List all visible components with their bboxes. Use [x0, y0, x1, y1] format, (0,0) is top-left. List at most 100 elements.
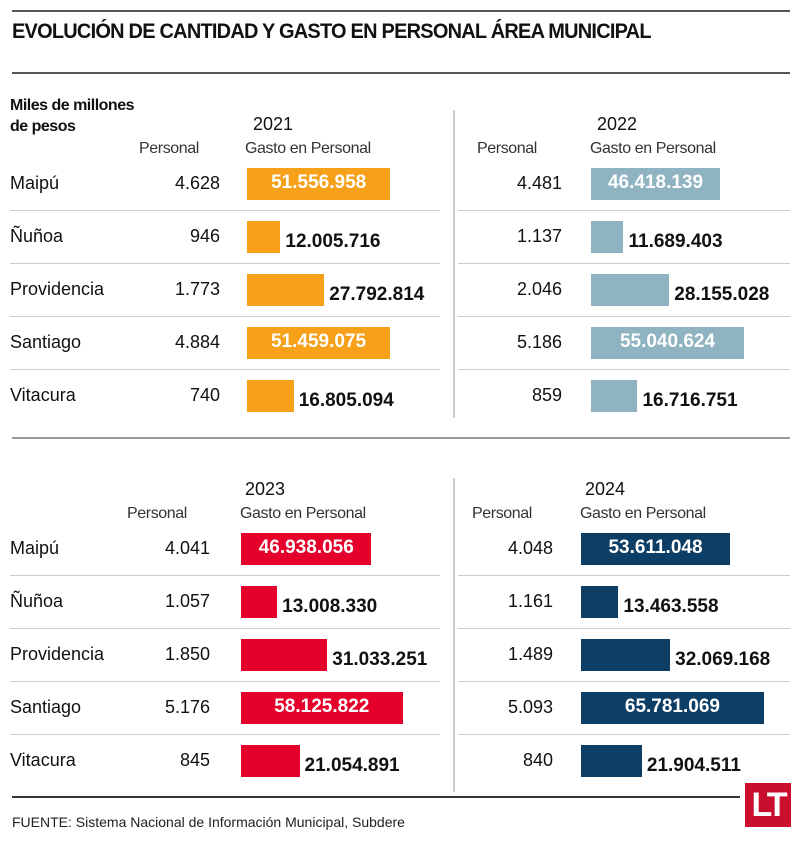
gasto-bar — [241, 586, 278, 618]
chart-title: EVOLUCIÓN DE CANTIDAD Y GASTO EN PERSONA… — [12, 20, 652, 43]
row-separator — [10, 681, 440, 682]
column-header-personal: Personal — [127, 505, 187, 522]
municipality-label: Vitacura — [10, 750, 76, 770]
row-separator — [458, 734, 790, 735]
gasto-value-label: 31.033.251 — [332, 649, 428, 670]
column-header-personal: Personal — [477, 140, 537, 157]
gasto-bar — [591, 168, 721, 200]
gasto-bar — [247, 221, 281, 253]
gasto-value-label: 46.938.056 — [258, 537, 354, 558]
column-header-gasto: Gasto en Personal — [590, 140, 716, 157]
year-label: 2024 — [585, 479, 626, 499]
gasto-bar — [591, 274, 670, 306]
vertical-divider — [453, 110, 455, 418]
row-separator — [458, 316, 790, 317]
column-header-personal: Personal — [472, 505, 532, 522]
gasto-value-label: 55.040.624 — [619, 331, 716, 352]
personal-value: 859 — [531, 385, 562, 405]
gasto-bar — [591, 221, 624, 253]
gasto-value-label: 16.805.094 — [298, 390, 394, 411]
gasto-value-label: 32.069.168 — [675, 649, 771, 670]
row-separator — [458, 575, 790, 576]
personal-value: 4.481 — [516, 173, 562, 193]
personal-value: 2.046 — [516, 279, 562, 299]
municipality-label: Providencia — [10, 644, 105, 664]
gasto-value-label: 51.556.958 — [271, 172, 367, 193]
personal-value: 4.628 — [174, 173, 220, 193]
personal-value: 5.186 — [516, 332, 562, 352]
gasto-bar — [581, 692, 764, 724]
row-separator — [458, 369, 790, 370]
panel-divider — [12, 437, 790, 439]
gasto-value-label: 12.005.716 — [285, 231, 381, 252]
top-rule — [12, 10, 790, 12]
municipality-label: Ñuñoa — [10, 226, 64, 246]
gasto-bar — [591, 327, 744, 359]
gasto-bar — [591, 380, 638, 412]
unit-label: Miles de millones de pesos — [10, 97, 134, 135]
gasto-bar — [247, 327, 391, 359]
personal-value: 946 — [189, 226, 220, 246]
personal-value: 4.884 — [174, 332, 220, 352]
gasto-value-label: 28.155.028 — [674, 284, 770, 305]
gasto-value-label: 46.418.139 — [607, 172, 704, 193]
municipality-label: Providencia — [10, 279, 105, 299]
column-header-gasto: Gasto en Personal — [245, 140, 371, 157]
row-separator — [458, 681, 790, 682]
gasto-bar — [247, 274, 325, 306]
gasto-bar — [581, 639, 671, 671]
personal-value: 1.161 — [507, 591, 553, 611]
personal-value: 1.489 — [507, 644, 553, 664]
gasto-bar — [581, 586, 619, 618]
personal-value: 4.048 — [507, 538, 553, 558]
gasto-value-label: 27.792.814 — [329, 284, 425, 305]
personal-value: 5.176 — [164, 697, 210, 717]
row-separator — [10, 628, 440, 629]
gasto-bar — [247, 380, 294, 412]
personal-value: 4.041 — [164, 538, 210, 558]
gasto-value-label: 21.904.511 — [646, 755, 741, 776]
personal-value: 845 — [179, 750, 210, 770]
year-label: 2023 — [245, 479, 286, 499]
row-separator — [10, 575, 440, 576]
year-label: 2022 — [597, 114, 638, 134]
gasto-bar — [581, 745, 642, 777]
vertical-divider — [453, 478, 455, 792]
gasto-bar — [247, 168, 391, 200]
row-separator — [10, 734, 440, 735]
gasto-bar — [581, 533, 731, 565]
row-separator — [10, 210, 440, 211]
municipality-label: Ñuñoa — [10, 591, 64, 611]
column-header-gasto: Gasto en Personal — [240, 505, 366, 522]
municipality-label: Maipú — [10, 538, 60, 558]
municipality-label: Santiago — [10, 332, 82, 352]
personal-value: 740 — [189, 385, 220, 405]
gasto-value-label: 65.781.069 — [624, 696, 720, 717]
row-separator — [458, 210, 790, 211]
personal-value: 1.137 — [516, 226, 562, 246]
gasto-value-label: 58.125.822 — [274, 696, 370, 717]
row-separator — [10, 316, 440, 317]
column-header-personal: Personal — [139, 140, 199, 157]
personal-value: 1.773 — [174, 279, 220, 299]
gasto-value-label: 13.008.330 — [282, 596, 378, 617]
row-separator — [10, 263, 440, 264]
row-separator — [458, 263, 790, 264]
gasto-value-label: 11.689.403 — [628, 231, 723, 252]
municipality-label: Santiago — [10, 697, 82, 717]
gasto-value-label: 13.463.558 — [623, 596, 719, 617]
gasto-value-label: 21.054.891 — [304, 755, 400, 776]
gasto-value-label: 53.611.048 — [608, 537, 703, 558]
gasto-bar — [241, 692, 403, 724]
personal-value: 5.093 — [507, 697, 553, 717]
year-label: 2021 — [253, 114, 294, 134]
gasto-bar — [241, 745, 300, 777]
municipality-label: Maipú — [10, 173, 60, 193]
column-header-gasto: Gasto en Personal — [580, 505, 706, 522]
personal-value: 1.057 — [164, 591, 210, 611]
gasto-value-label: 16.716.751 — [642, 390, 738, 411]
gasto-bar — [241, 533, 372, 565]
personal-value: 840 — [522, 750, 553, 770]
row-separator — [458, 628, 790, 629]
